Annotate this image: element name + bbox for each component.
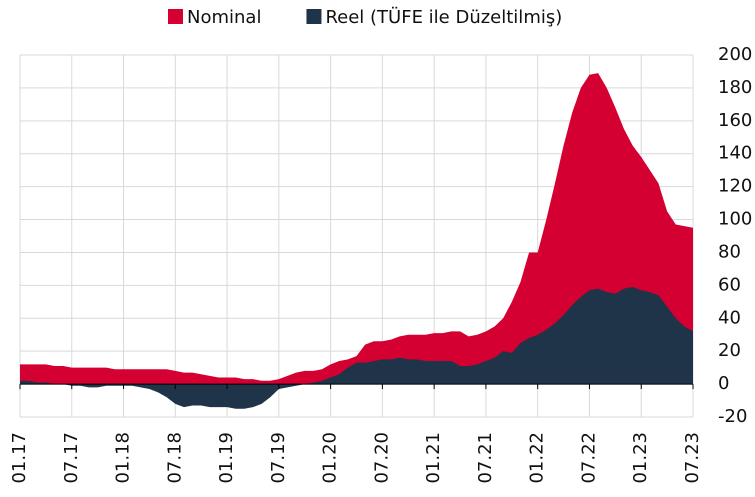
x-tick-label: 07.20 xyxy=(371,432,392,484)
x-tick-label: 07.23 xyxy=(682,432,703,484)
x-tick-label: 01.20 xyxy=(320,432,341,484)
y-tick-label: 40 xyxy=(718,307,741,328)
y-tick-label: 20 xyxy=(718,340,741,361)
y-tick-label: 200 xyxy=(718,44,752,65)
x-tick-label: 07.22 xyxy=(578,432,599,484)
x-tick-label: 01.22 xyxy=(527,432,548,484)
y-tick-label: 180 xyxy=(718,77,752,98)
y-tick-label: 100 xyxy=(718,209,752,230)
legend-label: Nominal xyxy=(187,7,261,28)
x-tick-label: 07.18 xyxy=(164,432,185,484)
area xyxy=(20,73,693,385)
x-tick-label: 01.19 xyxy=(216,432,237,484)
x-tick-label: 07.21 xyxy=(475,432,496,484)
legend-label: Reel (TÜFE ile Düzeltilmiş) xyxy=(325,6,562,28)
legend: Nominal Reel (TÜFE ile Düzeltilmiş) xyxy=(168,6,562,28)
x-tick-label: 07.17 xyxy=(61,432,82,484)
legend-swatch xyxy=(168,9,183,24)
x-tick-label: 01.23 xyxy=(630,432,651,484)
x-tick-label: 01.17 xyxy=(9,432,30,484)
x-tick-label: 01.18 xyxy=(113,432,134,484)
x-tick-label: 01.21 xyxy=(423,432,444,484)
legend-swatch xyxy=(306,9,322,24)
x-tick-label: 07.19 xyxy=(268,432,289,484)
area xyxy=(20,287,693,409)
y-tick-label: 120 xyxy=(718,176,752,197)
y-tick-label: 160 xyxy=(718,110,752,131)
y-tick-label: 0 xyxy=(718,373,729,394)
y-tick-label: 60 xyxy=(718,274,741,295)
y-tick-label: -20 xyxy=(718,406,747,427)
y-tick-label: 80 xyxy=(718,241,741,262)
y-tick-label: 140 xyxy=(718,143,752,164)
